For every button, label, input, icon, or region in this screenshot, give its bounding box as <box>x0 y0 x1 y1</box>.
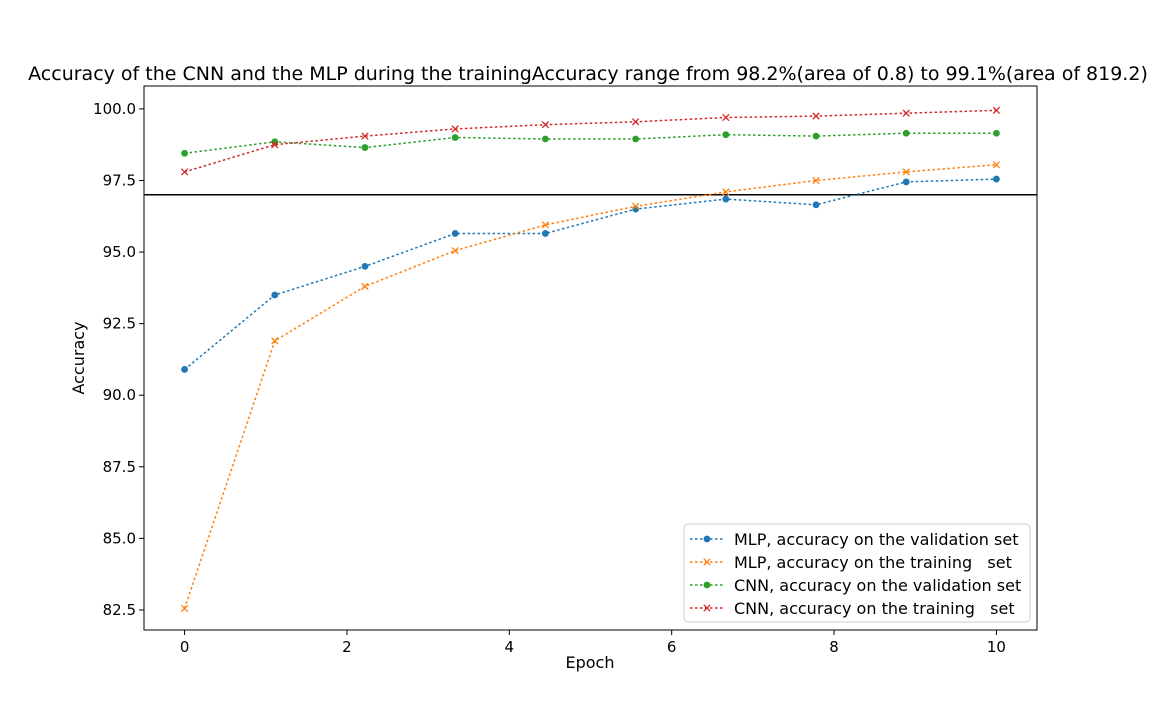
data-point <box>361 132 369 140</box>
data-point-stroke <box>992 106 1001 114</box>
chart-title: Accuracy of the CNN and the MLP during t… <box>28 63 1148 85</box>
data-point <box>451 230 459 237</box>
x-axis-ticks: 0 2 4 6 8 10 <box>180 630 1006 656</box>
x-tick-label: 0 <box>180 638 190 656</box>
data-point <box>271 337 279 345</box>
data-point <box>631 118 640 126</box>
data-point-stroke <box>361 282 369 291</box>
data-point <box>541 135 549 143</box>
plot-area <box>143 85 1038 631</box>
y-tick-label: 100.0 <box>93 100 136 118</box>
data-point <box>541 221 550 229</box>
series-line-3 <box>184 109 997 173</box>
data-point-stroke <box>722 113 730 122</box>
data-point-stroke <box>271 337 279 345</box>
x-tick-label: 8 <box>829 638 839 656</box>
data-point-stroke <box>451 246 459 255</box>
data-point <box>992 161 1001 169</box>
data-point <box>271 141 279 149</box>
data-point-stroke <box>722 188 730 196</box>
data-point <box>271 291 279 299</box>
legend-label: CNN, accuracy on the training set <box>734 599 1015 618</box>
data-point <box>631 202 640 210</box>
y-tick-label: 82.5 <box>103 601 136 619</box>
data-point-stroke <box>992 161 1001 169</box>
data-point <box>181 149 188 157</box>
data-point-stroke <box>361 132 369 140</box>
y-tick-label: 90.0 <box>103 386 136 404</box>
data-point-stroke <box>451 125 459 133</box>
y-tick-label: 97.5 <box>103 171 136 189</box>
data-point <box>451 134 459 141</box>
legend-entry: MLP, accuracy on the validation set <box>690 530 1018 549</box>
legend-marker <box>703 581 711 589</box>
y-tick-label: 95.0 <box>103 243 136 261</box>
data-point <box>902 178 910 186</box>
data-point <box>812 132 820 140</box>
data-point <box>541 230 549 237</box>
data-point <box>451 246 459 255</box>
data-point <box>180 604 189 613</box>
y-axis-label: Accuracy <box>69 321 88 394</box>
series-line-2 <box>184 132 997 155</box>
x-tick-label: 2 <box>342 638 352 656</box>
x-tick-label: 10 <box>987 638 1006 656</box>
data-point <box>361 144 369 151</box>
data-point-stroke <box>812 176 820 185</box>
data-point <box>902 129 910 137</box>
data-point <box>722 188 730 196</box>
data-point <box>812 176 820 185</box>
data-point <box>902 109 910 117</box>
legend-marker <box>703 535 711 543</box>
data-point <box>451 125 459 133</box>
series-line-1 <box>183 163 997 609</box>
data-point <box>812 112 820 120</box>
data-point-stroke <box>902 109 910 117</box>
legend-marker <box>703 604 711 612</box>
data-point <box>541 120 550 129</box>
legend-entry: CNN, accuracy on the validation set <box>690 576 1021 595</box>
x-axis-label: Epoch <box>566 653 615 672</box>
legend-label: MLP, accuracy on the training set <box>734 553 1012 572</box>
data-point-stroke <box>902 168 910 176</box>
data-point <box>632 135 640 143</box>
legend-entry: MLP, accuracy on the training set <box>690 553 1012 572</box>
data-point-stroke <box>541 221 550 229</box>
data-point <box>993 129 1000 137</box>
axes-frame <box>143 85 1038 631</box>
data-point <box>361 282 369 291</box>
legend-entry: CNN, accuracy on the training set <box>690 599 1015 618</box>
data-point <box>722 195 730 203</box>
y-tick-label: 92.5 <box>103 315 136 333</box>
data-point <box>992 106 1001 114</box>
legend-label: MLP, accuracy on the validation set <box>734 530 1018 549</box>
data-point-stroke <box>541 120 550 129</box>
data-point-stroke <box>271 141 279 149</box>
data-point-stroke <box>631 202 640 210</box>
data-point-stroke <box>631 118 640 126</box>
data-point <box>361 262 369 270</box>
data-point <box>722 113 730 122</box>
x-tick-label: 6 <box>667 638 677 656</box>
data-point <box>993 175 1000 183</box>
data-point-stroke <box>812 112 820 120</box>
legend-marker <box>703 558 711 566</box>
legend-label: CNN, accuracy on the validation set <box>734 576 1021 595</box>
legend-box <box>683 523 1031 623</box>
data-point-stroke <box>180 168 189 176</box>
data-point <box>180 168 189 176</box>
data-point <box>902 168 910 176</box>
y-axis-ticks: 82.5 85.0 87.5 90.0 92.5 95.0 97.5 100.0 <box>93 100 144 619</box>
x-tick-label: 4 <box>505 638 515 656</box>
data-point <box>181 366 188 373</box>
data-point-stroke <box>180 604 189 613</box>
y-tick-label: 85.0 <box>103 529 136 547</box>
data-point <box>812 201 820 209</box>
y-tick-label: 87.5 <box>103 458 136 476</box>
data-point <box>722 131 730 139</box>
legend: MLP, accuracy on the validation set MLP, … <box>683 523 1031 623</box>
